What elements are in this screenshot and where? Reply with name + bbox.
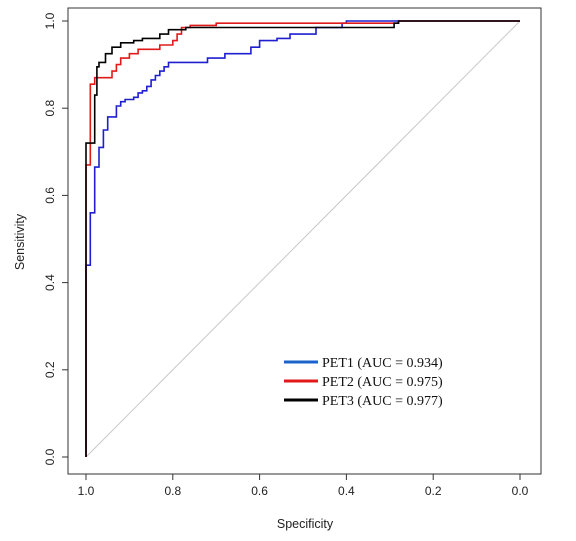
series-layer [85,20,520,457]
legend: PET1 (AUC = 0.934) PET2 (AUC = 0.975) PET3… [284,356,443,409]
y-tick-label: 0.0 [43,448,57,465]
plot-frame [67,7,542,475]
x-axis-title: Specificity [277,517,334,531]
x-tick-label: 0.4 [338,484,355,498]
y-tick-label: 0.8 [43,100,57,117]
series-line-pet3 [85,20,520,457]
x-tick-label: 0.8 [164,484,181,498]
legend-label-pet2: PET2 (AUC = 0.975) [322,375,443,390]
x-tick-label: 0.0 [512,484,529,498]
x-tick-label: 1.0 [78,484,95,498]
reference-diagonal-line [85,20,521,458]
x-tick-label: 0.6 [251,484,268,498]
y-axis-title: Sensitivity [13,213,27,270]
x-axis: 1.0 0.8 0.6 0.4 0.2 0.0 [78,474,529,498]
y-tick-label: 0.6 [43,187,57,204]
series-line-pet1 [85,20,520,457]
x-tick-label: 0.2 [425,484,442,498]
legend-label-pet3: PET3 (AUC = 0.977) [322,394,443,409]
legend-label-pet1: PET1 (AUC = 0.934) [322,356,443,371]
series-line-pet2 [85,20,520,457]
y-tick-label: 1.0 [43,12,57,29]
y-tick-label: 0.4 [43,274,57,291]
y-tick-label: 0.2 [43,361,57,378]
y-axis: 0.0 0.2 0.4 0.6 0.8 1.0 [43,12,68,465]
